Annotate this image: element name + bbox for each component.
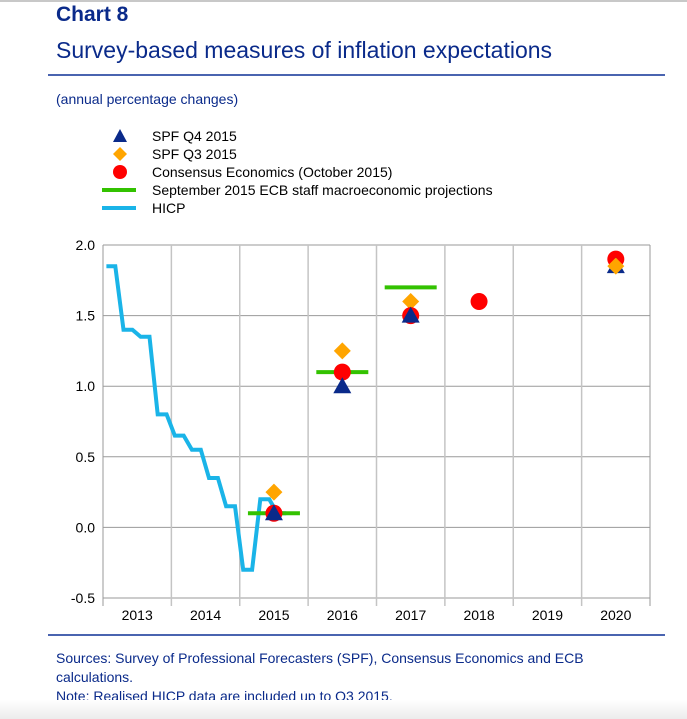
diamond-marker-icon — [113, 147, 127, 161]
legend-label: September 2015 ECB staff macroeconomic p… — [152, 182, 493, 198]
x-tick-label: 2018 — [463, 607, 494, 623]
x-tick-label: 2016 — [327, 607, 358, 623]
x-tick-label: 2017 — [395, 607, 426, 623]
y-tick-label: 2.0 — [76, 237, 96, 253]
footnote: Sources: Survey of Professional Forecast… — [56, 649, 656, 706]
chart-subtitle: (annual percentage changes) — [56, 91, 239, 107]
blue-line-icon — [102, 206, 136, 210]
x-tick-label: 2020 — [600, 607, 631, 623]
spf-q3-point — [607, 257, 625, 275]
y-tick-label: 0.0 — [76, 519, 96, 535]
legend-label: SPF Q3 2015 — [152, 146, 237, 162]
consensus-point — [333, 363, 351, 381]
legend-label: Consensus Economics (October 2015) — [152, 164, 393, 180]
circle-marker-icon — [113, 165, 127, 179]
y-tick-label: 1.5 — [76, 308, 96, 324]
x-tick-label: 2013 — [122, 607, 153, 623]
x-tick-label: 2015 — [258, 607, 289, 623]
green-line-icon — [102, 188, 136, 192]
spf-q4-point — [333, 377, 352, 394]
spf-q4-point — [401, 306, 420, 323]
x-tick-label: 2019 — [532, 607, 563, 623]
spf-q3-point — [265, 483, 283, 501]
spf-q4-point — [264, 504, 283, 521]
chart-title: Survey-based measures of inflation expec… — [56, 37, 553, 63]
spf-q3-point — [333, 342, 351, 360]
y-tick-label: -0.5 — [71, 590, 95, 606]
chart-plot: 2.0 1.5 1.0 0.5 0.0 -0.5 2013 2014 2015 2016 2017 2… — [71, 237, 651, 623]
chart-number: Chart 8 — [56, 3, 129, 26]
page-bottom-fade — [0, 700, 687, 719]
footnote-divider — [48, 634, 665, 636]
legend-label: SPF Q4 2015 — [152, 128, 237, 144]
triangle-marker-icon — [113, 129, 127, 142]
legend-label: HICP — [152, 200, 186, 216]
consensus-point — [470, 292, 488, 310]
hicp-line — [106, 264, 287, 572]
y-tick-label: 0.5 — [76, 449, 96, 465]
x-tick-label: 2014 — [190, 607, 221, 623]
page-top-border — [0, 0, 687, 2]
sources-text: Sources: Survey of Professional Forecast… — [56, 650, 584, 685]
title-divider — [48, 74, 665, 76]
y-tick-label: 1.0 — [76, 378, 96, 394]
spf-q3-point — [402, 292, 420, 310]
